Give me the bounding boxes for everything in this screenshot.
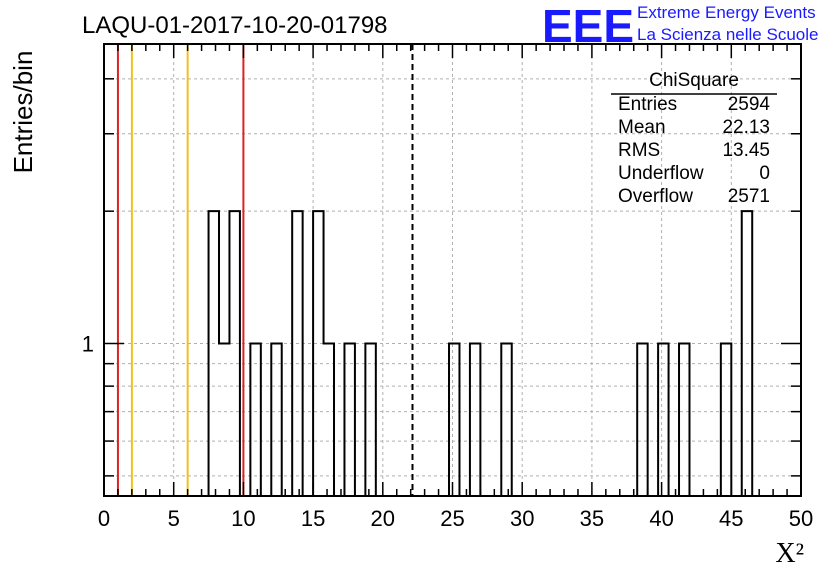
org-line-1: Extreme Energy Events: [637, 3, 816, 22]
stat-label: Entries: [618, 94, 677, 115]
y-axis-label: Entries/bin: [8, 51, 38, 174]
y-tick-label: 1: [82, 332, 94, 357]
x-tick-label: 30: [510, 506, 534, 531]
run-title: LAQU-01-2017-10-20-01798: [82, 12, 388, 39]
stat-label: Mean: [618, 117, 666, 138]
stat-label: Underflow: [618, 163, 704, 184]
x-tick-label: 0: [98, 506, 110, 531]
x-tick-label: 35: [580, 506, 604, 531]
stat-label: Overflow: [618, 186, 693, 207]
x-tick-label: 25: [440, 506, 464, 531]
stat-value: 13.45: [722, 140, 770, 161]
x-tick-label: 45: [719, 506, 743, 531]
stat-label: RMS: [618, 140, 660, 161]
x-axis-label: X²: [775, 538, 804, 569]
x-tick-label: 15: [301, 506, 325, 531]
stats-box: ChiSquare Entries 2594 Mean 22.13 RMS 13.45 Un…: [611, 70, 777, 207]
stat-value: 2594: [728, 94, 771, 115]
x-tick-label: 5: [168, 506, 180, 531]
y-axis: 1: [82, 78, 801, 477]
stat-value: 22.13: [722, 117, 770, 138]
x-tick-label: 50: [789, 506, 813, 531]
x-tick-label: 40: [649, 506, 673, 531]
stat-value: 2571: [728, 186, 770, 207]
stats-title: ChiSquare: [649, 70, 739, 91]
marker-lines: [116, 44, 414, 496]
x-axis: 0 5 10 15 20 25 30 35 40 45 50: [98, 44, 813, 531]
plot-area: 0 5 10 15 20 25 30 35 40 45 50 1: [82, 43, 813, 531]
stats-rows: Entries 2594 Mean 22.13 RMS 13.45 Underflow 0 Ov…: [618, 94, 770, 207]
x-tick-label: 10: [231, 506, 255, 531]
histogram-outline: [207, 210, 754, 497]
org-line-2: La Scienza nelle Scuole: [637, 25, 818, 44]
eee-logo: EEE Extreme Energy Events La Scienza nel…: [542, 0, 818, 52]
stat-value: 0: [759, 163, 770, 184]
x-tick-label: 20: [371, 506, 395, 531]
